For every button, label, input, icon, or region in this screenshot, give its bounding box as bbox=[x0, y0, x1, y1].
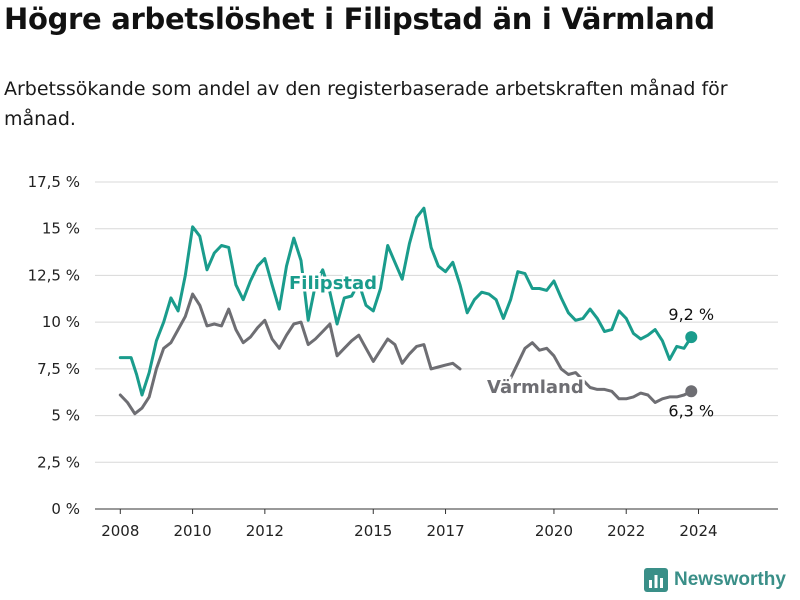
x-tick-label: 2008 bbox=[101, 522, 139, 540]
y-tick-label: 15 % bbox=[42, 220, 80, 238]
y-tick-label: 10 % bbox=[42, 313, 80, 331]
series-layer bbox=[118, 206, 693, 416]
y-tick-label: 7,5 % bbox=[37, 360, 80, 378]
x-tick-label: 2020 bbox=[535, 522, 573, 540]
end-value-label: 6,3 % bbox=[668, 401, 714, 420]
series-line-filipstad bbox=[118, 206, 693, 397]
end-point-värmland bbox=[685, 385, 698, 398]
x-tick-label: 2024 bbox=[679, 522, 717, 540]
chart-title: Högre arbetslöshet i Filipstad än i Värm… bbox=[4, 2, 715, 36]
label-layer: 0 % 2,5 % 5 % 7,5 % 10 % 12,5 % 15 % 17,5 % 2008… bbox=[28, 173, 718, 540]
series-label-filipstad: Filipstad bbox=[289, 273, 377, 294]
y-tick-label: 0 % bbox=[51, 500, 80, 518]
y-tick-label: 12,5 % bbox=[28, 266, 80, 284]
series-line-värmland bbox=[118, 292, 693, 416]
y-tick-label: 2,5 % bbox=[37, 453, 80, 471]
end-value-label: 9,2 % bbox=[668, 305, 714, 324]
bar-chart-icon bbox=[644, 568, 668, 592]
end-point-filipstad bbox=[685, 331, 698, 344]
x-tick-label: 2022 bbox=[607, 522, 645, 540]
chart-subtitle: Arbetssökande som andel av den registerb… bbox=[4, 78, 728, 130]
series-label-värmland: Värmland bbox=[487, 377, 584, 398]
y-tick-label: 5 % bbox=[51, 407, 80, 425]
x-tick-label: 2012 bbox=[246, 522, 284, 540]
newsworthy-logo: Newsworthy bbox=[644, 568, 786, 592]
x-tick-label: 2015 bbox=[354, 522, 392, 540]
y-tick-label: 17,5 % bbox=[28, 173, 80, 191]
x-tick-label: 2010 bbox=[173, 522, 211, 540]
x-tick-label: 2017 bbox=[426, 522, 464, 540]
brand-name: Newsworthy bbox=[674, 569, 786, 590]
